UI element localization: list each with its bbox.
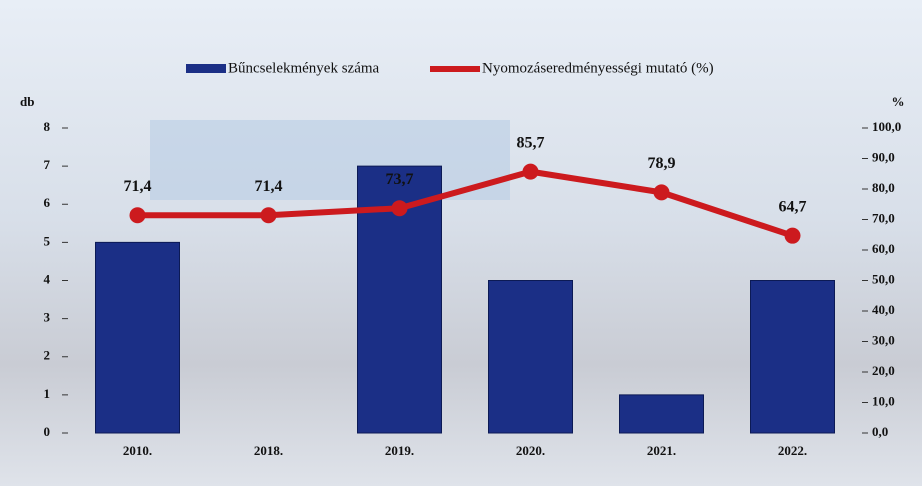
line-marker	[522, 163, 539, 180]
data-label: 85,7	[517, 134, 545, 151]
y2-axis-title: %	[892, 94, 905, 109]
y-tick-label: 5	[44, 233, 51, 248]
y2-tick-label: 0,0	[872, 424, 888, 439]
data-label: 71,4	[255, 178, 283, 195]
y2-tick-label: 20,0	[872, 363, 895, 378]
data-label: 64,7	[779, 198, 807, 215]
y2-tick-label: 30,0	[872, 332, 895, 347]
x-tick-label: 2020.	[516, 443, 545, 458]
y-tick-label: 7	[44, 157, 51, 172]
line-marker	[391, 200, 408, 217]
y2-tick-label: 40,0	[872, 302, 895, 317]
legend-label: Bűncselekmények száma	[228, 60, 380, 76]
y2-tick-label: 70,0	[872, 210, 895, 225]
y-tick-label: 6	[44, 195, 51, 210]
y2-tick-label: 50,0	[872, 271, 895, 286]
y2-tick-label: 10,0	[872, 393, 895, 408]
legend-label: Nyomozáseredményességi mutató (%)	[482, 60, 714, 76]
background-building	[150, 120, 510, 200]
y-tick-label: 1	[44, 386, 51, 401]
legend-swatch	[186, 64, 226, 73]
y-tick-label: 4	[44, 271, 51, 286]
x-tick-label: 2019.	[385, 443, 414, 458]
y-tick-label: 0	[44, 424, 51, 439]
line	[137, 168, 794, 239]
y2-tick-label: 90,0	[872, 149, 895, 164]
x-tick-label: 2018.	[254, 443, 283, 458]
y-tick-label: 8	[44, 119, 51, 134]
y2-tick-label: 100,0	[872, 119, 901, 134]
line-marker	[260, 207, 277, 224]
bar	[95, 241, 180, 434]
x-tick-label: 2010.	[123, 443, 152, 458]
y2-tick-label: 60,0	[872, 241, 895, 256]
bar	[619, 394, 704, 434]
bar	[488, 280, 573, 434]
line-marker	[784, 227, 801, 244]
y2-tick-label: 80,0	[872, 180, 895, 195]
y-axis-title: db	[20, 94, 34, 109]
y-tick-label: 2	[44, 348, 51, 363]
bar	[750, 280, 835, 434]
line-marker	[653, 184, 670, 201]
data-label: 71,4	[124, 178, 152, 195]
line-marker	[129, 207, 146, 224]
x-tick-label: 2022.	[778, 443, 807, 458]
y-tick-label: 3	[44, 310, 51, 325]
data-label: 78,9	[648, 155, 676, 172]
x-tick-label: 2021.	[647, 443, 676, 458]
data-label: 73,7	[386, 171, 414, 188]
